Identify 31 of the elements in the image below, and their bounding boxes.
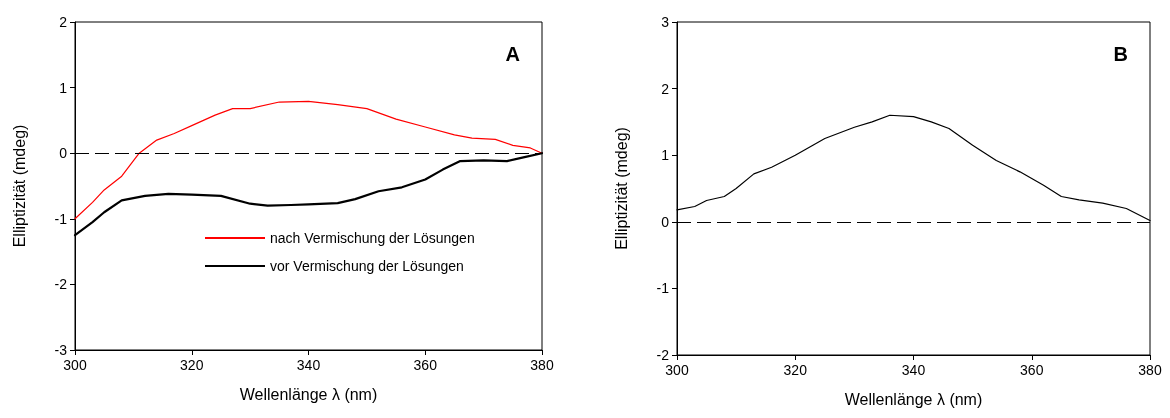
x-tick-label: 300 <box>665 362 689 378</box>
y-tick-label: 2 <box>661 80 670 97</box>
x-tick-label: 380 <box>1138 362 1162 378</box>
line-series <box>74 100 543 220</box>
y-axis-title: Elliptizität (mdeg) <box>10 124 28 248</box>
annotation: A <box>505 43 521 65</box>
legend-label: vor Vermischung der Lösungen <box>270 258 464 274</box>
y-tick-label: 0 <box>661 213 670 230</box>
y-axis-title: Elliptizität (mdeg) <box>612 127 630 250</box>
legend-label: nach Vermischung der Lösungen <box>270 230 475 246</box>
y-tick-label: -2 <box>656 347 670 363</box>
y-tick-label: -3 <box>54 342 68 358</box>
y-tick-label: -2 <box>54 276 68 293</box>
x-axis-title: Wellenlänge λ (nm) <box>844 390 983 408</box>
y-tick-label: 3 <box>661 14 670 30</box>
x-tick-label: 320 <box>180 357 204 373</box>
x-tick-label: 340 <box>296 357 321 373</box>
x-tick-label: 320 <box>783 362 808 378</box>
y-tick-label: 1 <box>59 79 68 96</box>
y-tick-label: 0 <box>59 145 68 162</box>
annotation: B <box>1113 43 1129 65</box>
y-tick-label: 2 <box>59 14 68 30</box>
y-tick-label: -1 <box>656 280 670 297</box>
x-tick-label: 360 <box>413 357 438 373</box>
x-tick-label: 300 <box>63 357 87 373</box>
x-tick-label: 380 <box>530 357 554 373</box>
x-tick-label: 360 <box>1020 362 1044 378</box>
y-tick-label: -1 <box>54 210 68 227</box>
x-tick-label: 340 <box>901 362 926 378</box>
x-axis-title: Wellenlänge λ (nm) <box>239 385 378 403</box>
y-tick-label: 1 <box>661 147 670 164</box>
